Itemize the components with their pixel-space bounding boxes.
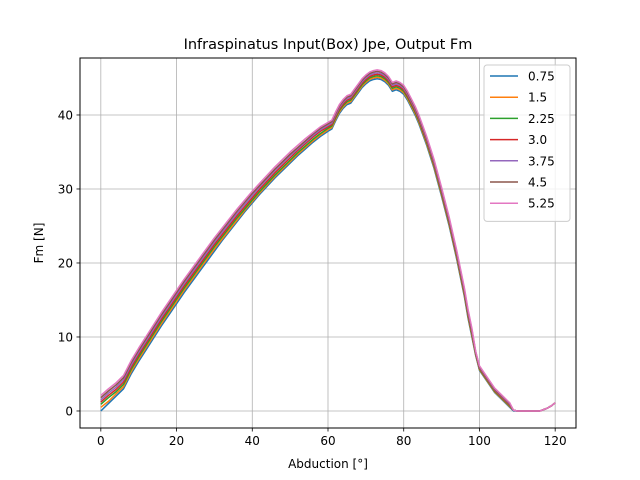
x-tick-label: 0 [97, 434, 105, 448]
legend-label: 1.5 [528, 91, 547, 105]
x-tick-label: 80 [396, 434, 411, 448]
legend-label: 3.75 [528, 154, 555, 168]
legend-label: 4.5 [528, 176, 547, 190]
legend-frame [483, 64, 571, 222]
x-tick-label: 60 [320, 434, 335, 448]
chart-title: Infraspinatus Input(Box) Jpe, Output Fm [184, 37, 473, 53]
x-axis-label: Abduction [°] [288, 457, 368, 471]
y-tick-label: 0 [65, 404, 73, 418]
y-axis-label: Fm [N] [32, 223, 46, 264]
y-tick-label: 10 [58, 330, 73, 344]
axis-ticks: 0 20 40 60 80 100 120 0 10 20 30 40 [58, 108, 567, 448]
x-tick-label: 100 [468, 434, 491, 448]
series-line-5.25 [100, 69, 556, 412]
legend-label: 2.25 [528, 112, 555, 126]
plot-lines [100, 69, 556, 412]
x-tick-label: 120 [544, 434, 567, 448]
y-tick-label: 40 [58, 108, 73, 122]
x-tick-label: 40 [245, 434, 260, 448]
legend-label: 3.0 [528, 133, 547, 147]
x-tick-label: 20 [169, 434, 184, 448]
y-tick-label: 30 [58, 182, 73, 196]
legend: 0.75 1.5 2.25 3.0 3.75 4.5 5.25 [483, 64, 571, 222]
y-tick-label: 20 [58, 256, 73, 270]
legend-label: 5.25 [528, 197, 555, 211]
legend-label: 0.75 [528, 70, 555, 84]
